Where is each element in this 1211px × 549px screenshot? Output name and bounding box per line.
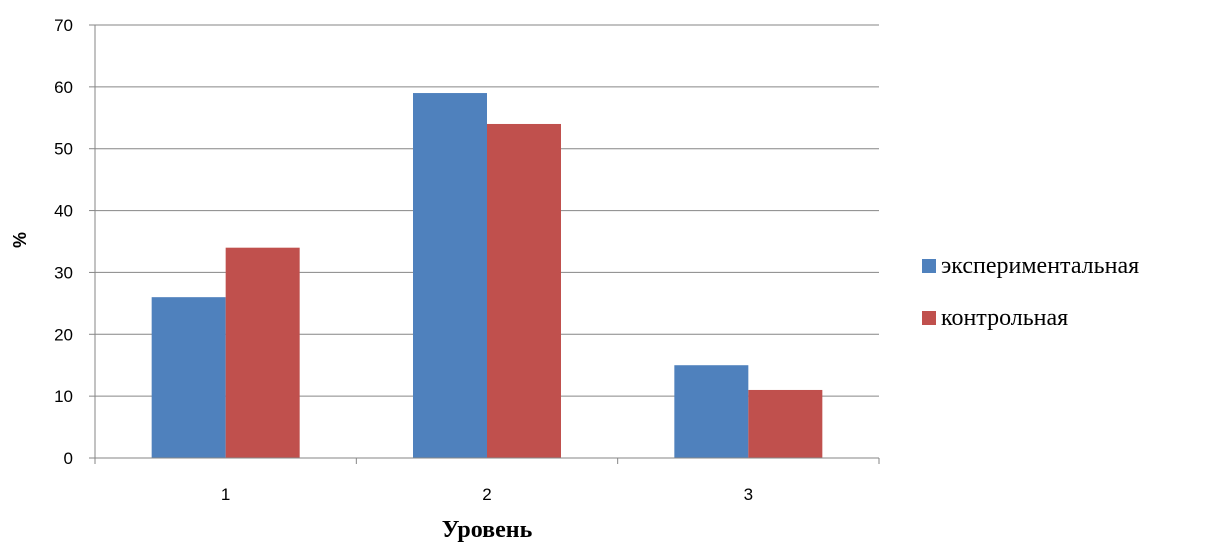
y-tick-label: 70 xyxy=(54,16,73,35)
bars xyxy=(151,93,823,459)
legend-swatch xyxy=(922,259,936,273)
y-tick-label: 20 xyxy=(54,325,73,344)
y-tick-label: 40 xyxy=(54,202,73,221)
bar-control-2 xyxy=(487,123,561,458)
x-axis-title: Уровень xyxy=(442,517,533,543)
legend-swatch xyxy=(922,311,936,325)
bar-control-1 xyxy=(225,247,300,458)
bar-experimental-1 xyxy=(151,297,226,458)
y-tick-label: 60 xyxy=(54,78,73,97)
x-tick-label: 3 xyxy=(744,485,753,504)
legend-label: экспериментальная xyxy=(941,253,1139,279)
y-tick-label: 10 xyxy=(54,387,73,406)
y-tick-label: 50 xyxy=(54,140,73,159)
x-tick-label: 2 xyxy=(482,485,491,504)
y-tick-labels: 0 10 20 30 40 50 60 70 xyxy=(54,16,73,468)
axes xyxy=(94,25,880,464)
y-tick-label: 0 xyxy=(64,449,73,468)
x-tick-label: 1 xyxy=(221,485,230,504)
y-axis-title: % xyxy=(10,232,30,248)
bar-control-3 xyxy=(748,389,823,458)
bar-experimental-2 xyxy=(413,93,487,459)
x-tick-labels: 1 2 3 xyxy=(221,485,753,504)
legend-label: контрольная xyxy=(941,305,1068,331)
legend: экспериментальная контрольная xyxy=(922,253,1139,331)
y-tick-label: 30 xyxy=(54,263,73,282)
bar-experimental-3 xyxy=(674,365,749,458)
